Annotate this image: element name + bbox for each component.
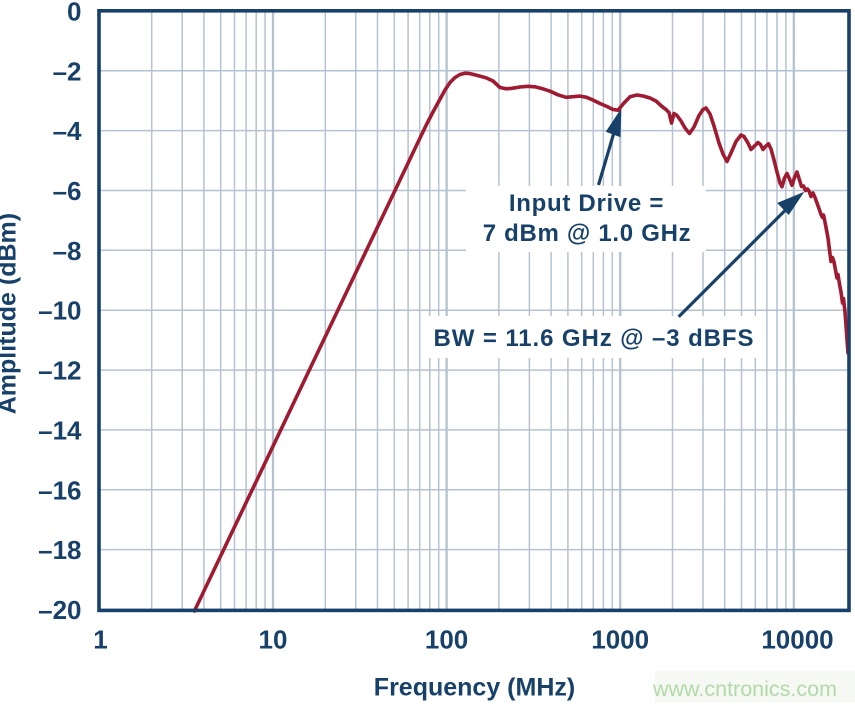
svg-text:www.cntronics.com: www.cntronics.com	[652, 677, 837, 701]
svg-text:100: 100	[425, 625, 468, 655]
svg-text:–20: –20	[38, 595, 81, 625]
svg-text:0: 0	[67, 0, 81, 26]
svg-text:–8: –8	[53, 236, 82, 266]
svg-text:–16: –16	[38, 475, 81, 505]
svg-text:1000: 1000	[591, 625, 649, 655]
svg-text:–14: –14	[38, 415, 82, 445]
svg-text:–4: –4	[53, 116, 82, 146]
svg-text:1: 1	[93, 625, 107, 655]
svg-text:10: 10	[259, 625, 288, 655]
svg-text:BW = 11.6 GHz @ –3 dBFS: BW = 11.6 GHz @ –3 dBFS	[434, 325, 755, 352]
svg-text:Input Drive =: Input Drive =	[509, 190, 664, 217]
svg-text:–10: –10	[38, 296, 81, 326]
svg-text:–2: –2	[53, 56, 82, 86]
svg-text:7 dBm @ 1.0 GHz: 7 dBm @ 1.0 GHz	[483, 220, 692, 247]
svg-text:–18: –18	[38, 535, 81, 565]
svg-text:–6: –6	[53, 176, 82, 206]
svg-text:–12: –12	[38, 356, 81, 386]
svg-text:Amplitude (dBm): Amplitude (dBm)	[0, 213, 22, 414]
svg-text:10000: 10000	[761, 625, 833, 655]
svg-text:Frequency (MHz): Frequency (MHz)	[374, 674, 575, 702]
